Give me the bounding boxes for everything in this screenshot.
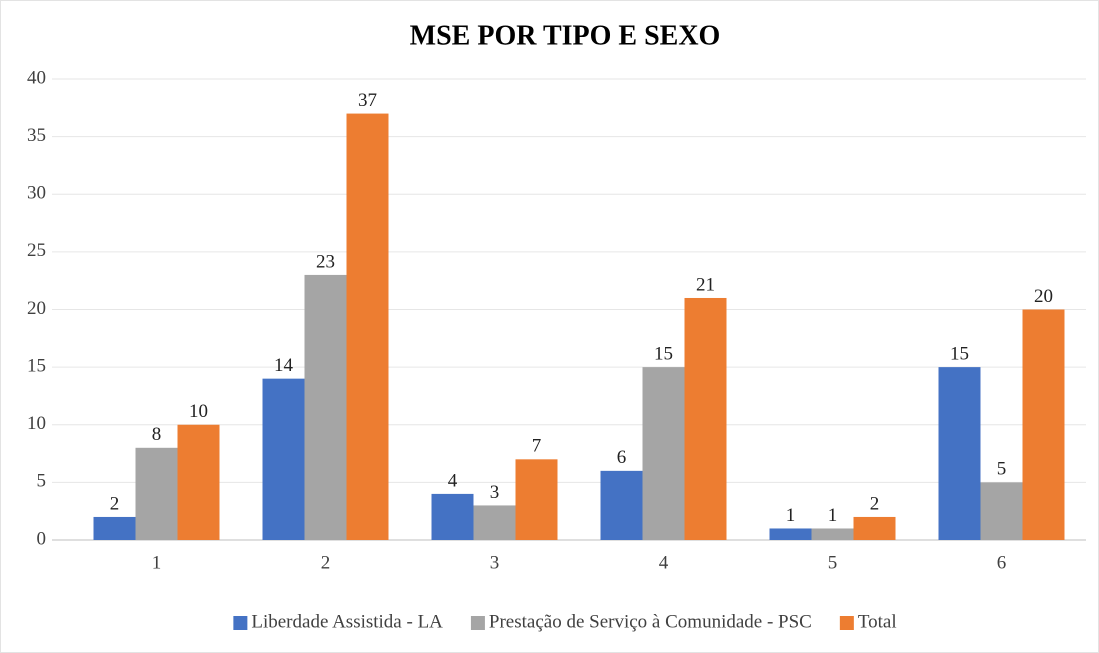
y-tick-label: 10 xyxy=(27,413,46,434)
bar xyxy=(600,470,643,540)
data-label: 20 xyxy=(1034,286,1053,307)
bar xyxy=(177,424,220,540)
bar xyxy=(262,378,305,540)
x-tick-label: 2 xyxy=(321,552,331,573)
data-label: 4 xyxy=(448,470,458,491)
data-label: 14 xyxy=(274,355,294,376)
y-tick-label: 20 xyxy=(27,298,46,319)
x-tick-label: 3 xyxy=(490,552,500,573)
y-tick-label: 35 xyxy=(27,125,46,146)
x-tick-label: 6 xyxy=(997,552,1007,573)
legend-swatch xyxy=(470,616,485,630)
bar xyxy=(642,367,685,540)
data-label: 5 xyxy=(997,459,1007,480)
data-label: 1 xyxy=(786,505,796,526)
y-tick-label: 0 xyxy=(37,528,47,549)
data-label: 7 xyxy=(532,436,542,457)
data-label: 15 xyxy=(950,343,969,364)
data-label: 37 xyxy=(358,90,377,111)
data-label: 2 xyxy=(870,493,880,514)
bar xyxy=(304,274,347,540)
y-tick-label: 30 xyxy=(27,183,46,204)
bar xyxy=(1022,309,1065,540)
y-tick-label: 40 xyxy=(27,67,46,88)
data-label: 3 xyxy=(490,482,500,503)
bar xyxy=(938,367,981,540)
bar xyxy=(853,516,896,540)
bar xyxy=(980,482,1023,540)
y-tick-label: 25 xyxy=(27,240,46,261)
data-label: 10 xyxy=(189,401,208,422)
x-tick-label: 1 xyxy=(152,552,162,573)
data-label: 1 xyxy=(828,505,838,526)
bar xyxy=(93,516,136,540)
bar xyxy=(684,297,727,540)
data-label: 21 xyxy=(696,274,715,295)
bar xyxy=(515,459,558,540)
chart-title: MSE POR TIPO E SEXO xyxy=(410,20,721,51)
bar xyxy=(135,447,178,540)
legend-label: Liberdade Assistida - LA xyxy=(251,611,443,632)
bar xyxy=(346,113,389,540)
legend-label: Total xyxy=(858,611,897,632)
y-tick-label: 15 xyxy=(27,355,46,376)
x-tick-label: 4 xyxy=(659,552,669,573)
data-label: 8 xyxy=(152,424,162,445)
legend-swatch xyxy=(233,616,248,630)
bar xyxy=(811,528,854,540)
bar xyxy=(473,505,516,540)
data-label: 6 xyxy=(617,447,627,468)
data-label: 15 xyxy=(654,343,673,364)
bar xyxy=(769,528,812,540)
bar xyxy=(431,493,474,540)
x-tick-label: 5 xyxy=(828,552,838,573)
data-label: 23 xyxy=(316,251,335,272)
legend-swatch xyxy=(839,616,854,630)
y-tick-label: 5 xyxy=(37,471,47,492)
data-label: 2 xyxy=(110,493,120,514)
legend-label: Prestação de Serviço à Comunidade - PSC xyxy=(489,611,812,632)
